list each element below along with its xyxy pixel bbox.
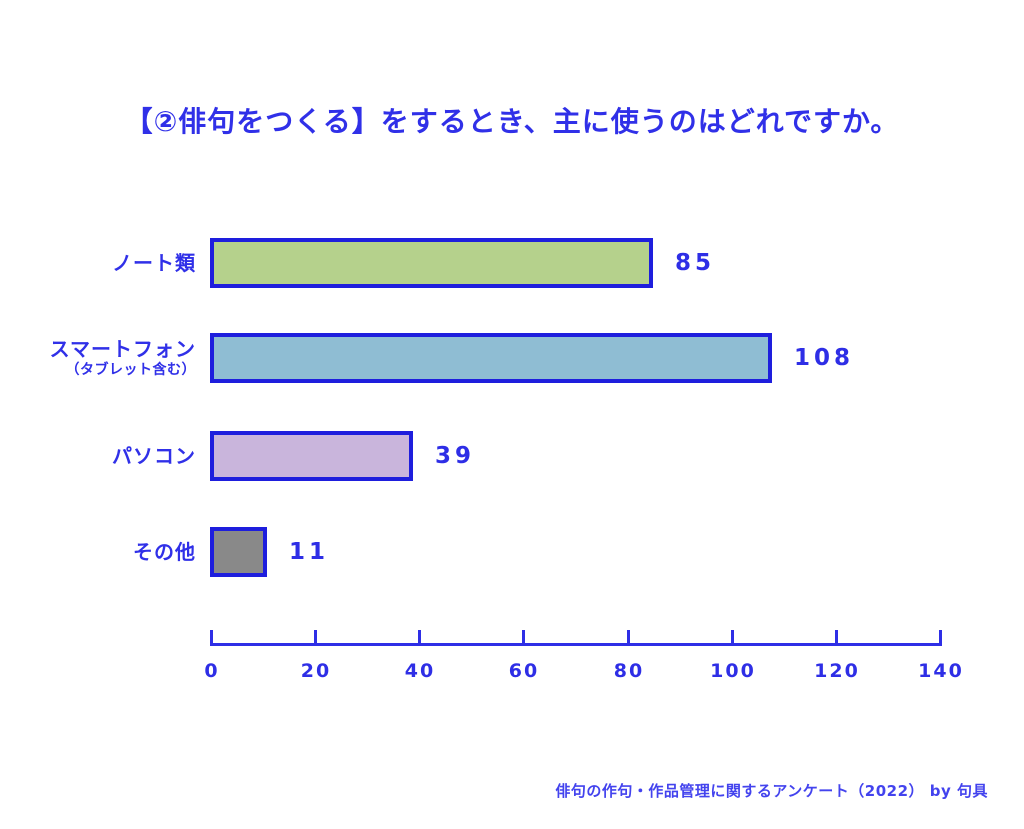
axis-tick-label: 40 bbox=[404, 660, 436, 682]
axis-tick-label: 140 bbox=[918, 660, 964, 682]
value-label: 108 bbox=[794, 345, 855, 371]
category-label-main: その他 bbox=[133, 539, 196, 564]
category-label-main: パソコン bbox=[112, 443, 196, 468]
category-label: その他 bbox=[0, 527, 196, 577]
value-label: 11 bbox=[289, 539, 330, 565]
value-label: 39 bbox=[435, 443, 476, 469]
axis-tick bbox=[314, 630, 317, 644]
category-label-sub: （タブレット含む） bbox=[65, 361, 196, 378]
axis-tick bbox=[627, 630, 630, 644]
category-label: ノート類 bbox=[0, 238, 196, 288]
bar bbox=[210, 431, 413, 481]
axis-tick-label: 100 bbox=[710, 660, 756, 682]
bar bbox=[210, 527, 267, 577]
axis-tick bbox=[418, 630, 421, 644]
axis-tick bbox=[522, 630, 525, 644]
axis-tick-label: 20 bbox=[300, 660, 332, 682]
axis-tick bbox=[731, 630, 734, 644]
axis-tick-label: 80 bbox=[613, 660, 645, 682]
category-label-main: ノート類 bbox=[112, 250, 196, 275]
axis-tick-label: 60 bbox=[508, 660, 540, 682]
category-label: パソコン bbox=[0, 431, 196, 481]
category-label-main: スマートフォン bbox=[49, 336, 196, 361]
axis-tick-label: 120 bbox=[814, 660, 860, 682]
axis-line bbox=[210, 643, 942, 646]
bar bbox=[210, 238, 653, 288]
category-label: スマートフォン （タブレット含む） bbox=[0, 333, 196, 383]
source-caption: 俳句の作句・作品管理に関するアンケート（2022） by 句具 bbox=[555, 782, 988, 800]
axis-tick bbox=[939, 630, 942, 644]
axis-tick-label: 0 bbox=[204, 660, 220, 682]
value-label: 85 bbox=[675, 250, 716, 276]
bar bbox=[210, 333, 772, 383]
chart-title: 【②俳句をつくる】をするとき、主に使うのはどれですか。 bbox=[124, 105, 900, 138]
axis-tick bbox=[835, 630, 838, 644]
axis-tick bbox=[210, 630, 213, 644]
